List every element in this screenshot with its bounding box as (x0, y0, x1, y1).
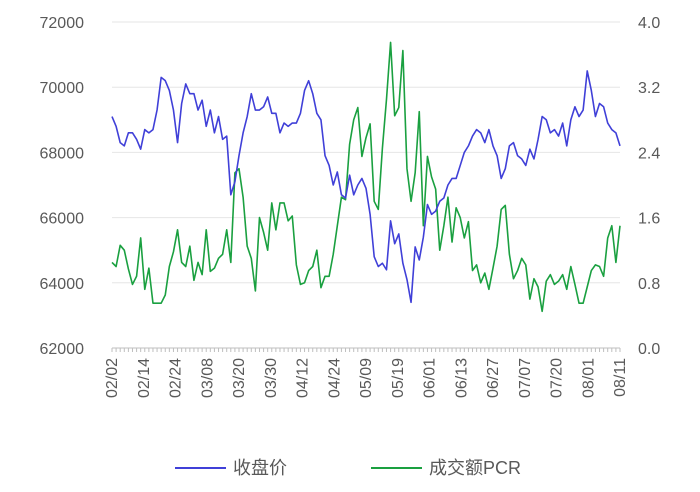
right-y-axis-ticks: 0.0 0.8 1.6 2.4 3.2 4.0 (638, 15, 660, 358)
x-tick-label: 07/07 (517, 358, 534, 398)
y-left-tick-label: 68000 (40, 145, 85, 162)
y-left-tick-label: 72000 (40, 15, 85, 32)
gridlines (112, 21, 620, 284)
left-y-axis-ticks: 62000 64000 66000 68000 70000 72000 (40, 15, 85, 358)
legend: 收盘价 成交额PCR (175, 458, 521, 478)
y-right-tick-label: 0.0 (638, 341, 660, 358)
x-tick-label: 04/12 (295, 358, 312, 398)
x-tick-label: 07/20 (549, 358, 566, 398)
series-line-close (111, 70, 621, 304)
y-left-tick-label: 66000 (40, 211, 85, 228)
x-tick-label: 02/24 (168, 358, 185, 398)
x-tick-label: 05/19 (390, 358, 407, 398)
y-right-tick-label: 4.0 (638, 15, 660, 32)
x-tick-label: 04/24 (326, 358, 343, 398)
x-tick-label: 03/30 (263, 358, 280, 398)
series-lines (111, 41, 621, 313)
x-tick-label: 02/02 (104, 358, 121, 398)
x-tick-label: 06/13 (453, 358, 470, 398)
y-right-tick-label: 3.2 (638, 80, 660, 97)
y-right-tick-label: 0.8 (638, 276, 660, 293)
legend-label-pcr: 成交额PCR (429, 458, 521, 478)
x-tick-label: 03/08 (199, 358, 216, 398)
x-tick-label: 05/09 (358, 358, 375, 398)
y-left-tick-label: 62000 (40, 341, 85, 358)
x-tick-label: 02/14 (136, 358, 153, 398)
x-tick-label: 08/01 (580, 358, 597, 398)
x-axis-ticks: 02/02 02/14 02/24 03/08 03/20 03/30 04/12 04/24… (104, 348, 629, 398)
x-tick-label: 06/27 (485, 358, 502, 398)
y-right-tick-label: 1.6 (638, 211, 660, 228)
legend-label-close: 收盘价 (233, 458, 287, 478)
y-left-tick-label: 64000 (40, 276, 85, 293)
x-tick-label: 06/01 (422, 358, 439, 398)
x-tick-label: 03/20 (231, 358, 248, 398)
y-left-tick-label: 70000 (40, 80, 85, 97)
series-line-pcr (111, 41, 621, 313)
x-tick-label: 08/11 (612, 358, 629, 397)
y-right-tick-label: 2.4 (638, 145, 660, 162)
